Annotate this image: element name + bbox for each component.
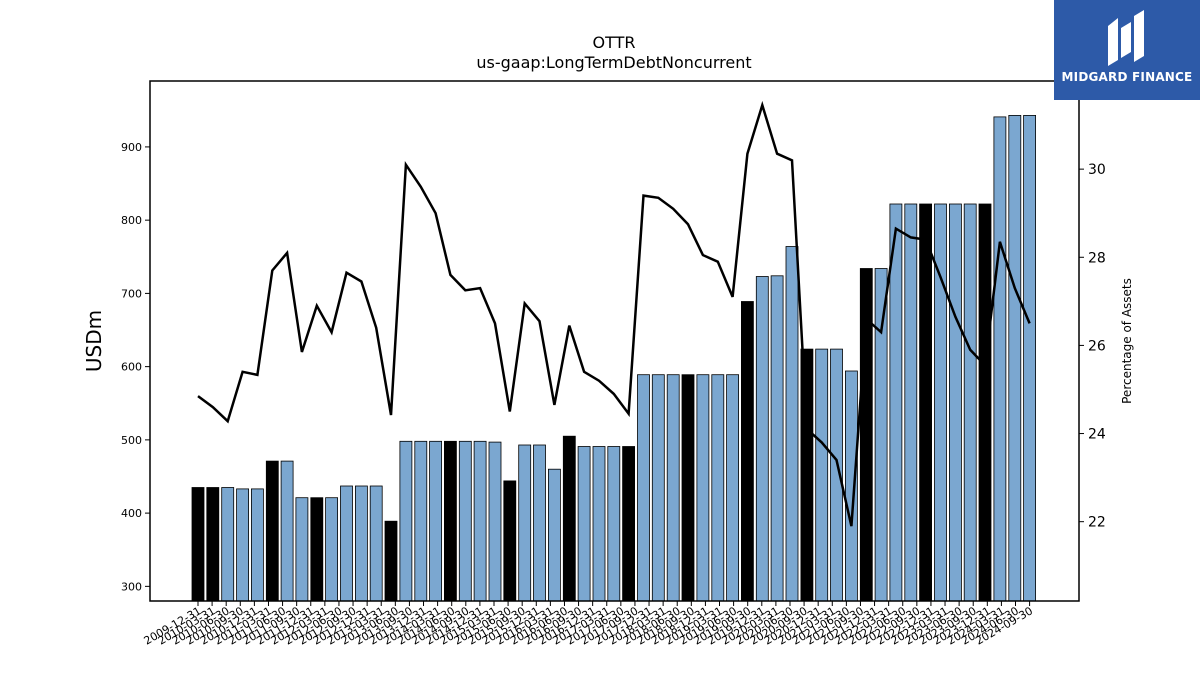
bar [384, 520, 398, 602]
bar [429, 440, 443, 602]
bar [845, 370, 858, 602]
bar [1008, 115, 1022, 602]
y2-tick-label: 26 [1088, 338, 1106, 354]
bar [548, 468, 561, 602]
bar [741, 301, 754, 602]
bar [533, 444, 546, 602]
logo-mark-icon [1108, 10, 1144, 66]
bar [414, 440, 428, 602]
bar [726, 374, 739, 602]
y-tick-label: 800 [121, 214, 142, 227]
bar [280, 460, 294, 602]
bar [651, 374, 665, 602]
bar [637, 374, 650, 602]
bar [295, 497, 309, 602]
bars-group [191, 115, 1036, 602]
y-tick-label: 600 [121, 361, 142, 374]
bar [488, 441, 502, 602]
bar [265, 460, 279, 602]
y-tick-label: 900 [121, 141, 142, 154]
bar [949, 203, 962, 602]
bar [369, 485, 383, 602]
y-axis-label: USDm [82, 310, 106, 372]
bar [191, 487, 205, 602]
bar [963, 203, 977, 602]
bar [340, 485, 353, 602]
bar [399, 440, 413, 602]
y-tick-label: 300 [121, 580, 142, 593]
bar [458, 440, 472, 602]
bar [815, 348, 829, 602]
y2-tick-label: 30 [1088, 162, 1106, 178]
chart-title: OTTR [593, 33, 636, 52]
y2-tick-label: 28 [1088, 250, 1106, 266]
bar [592, 446, 606, 602]
bar [904, 203, 918, 602]
bar [607, 446, 621, 602]
y2-tick-label: 24 [1088, 427, 1106, 443]
bar [518, 444, 532, 602]
bar [874, 268, 888, 602]
y2-axis-ticks: 22 24 26 28 30 [1079, 162, 1106, 531]
bar [250, 488, 264, 602]
chart-subtitle: us-gaap:LongTermDebtNoncurrent [476, 53, 751, 72]
bar [310, 497, 324, 602]
y-axis-ticks: 300 400 500 600 700 800 900 [121, 141, 150, 593]
bar [236, 488, 250, 602]
bar [696, 374, 710, 602]
bar [221, 487, 235, 602]
y-tick-label: 500 [121, 434, 142, 447]
percentage-line [197, 100, 1031, 527]
bar [325, 497, 339, 602]
bar [978, 203, 992, 602]
bar [503, 480, 517, 602]
x-axis-ticks: 2009-12-312010-03-312010-06-302010-09-30… [142, 601, 1035, 648]
y-tick-label: 700 [121, 287, 142, 300]
bar [800, 348, 814, 602]
bar [755, 276, 769, 602]
y2-axis-label: Percentage of Assets [1120, 278, 1134, 404]
bar [562, 435, 576, 602]
bar [919, 203, 932, 602]
plot-frame [149, 80, 1080, 602]
bar [681, 374, 695, 602]
bar [770, 275, 784, 602]
bar [785, 246, 799, 602]
y2-tick-label: 22 [1088, 515, 1106, 531]
bar [1023, 115, 1036, 602]
bar [711, 374, 725, 602]
bar [354, 485, 368, 602]
bar [443, 440, 457, 602]
bar [622, 446, 635, 602]
brand-logo: MIDGARD FINANCE [1054, 0, 1200, 100]
bar [577, 446, 591, 602]
y-tick-label: 400 [121, 507, 142, 520]
bar [473, 440, 487, 602]
bar [993, 116, 1007, 602]
bar [206, 487, 220, 602]
bar [666, 374, 680, 602]
logo-text: MIDGARD FINANCE [1061, 70, 1193, 84]
